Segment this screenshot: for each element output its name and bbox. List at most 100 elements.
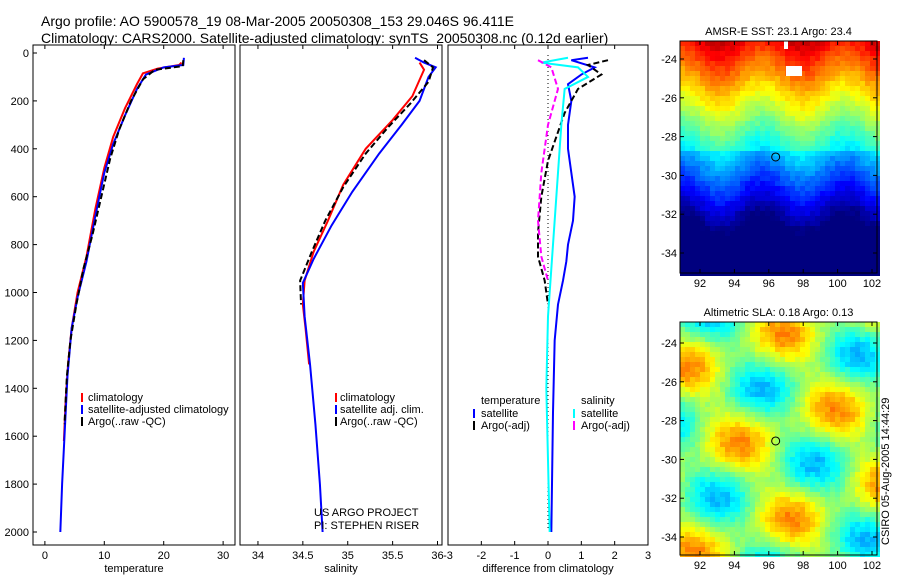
map-cell [720,487,725,492]
map-cell [730,61,735,66]
map-cell [695,517,700,522]
map-cell [710,76,715,81]
map-cell [830,71,835,76]
map-cell [760,51,765,56]
map-cell [770,402,775,407]
map-cell [700,377,705,382]
map-cell [695,131,700,136]
map-cell [860,387,865,392]
map-cell [775,532,780,537]
map-cell [790,241,795,246]
map-cell [855,522,860,527]
map-cell [860,362,865,367]
map-cell [730,171,735,176]
map-cell [860,492,865,497]
legend-swatch [81,393,83,402]
map-cell [745,196,750,201]
map-cell [680,81,685,86]
map-cell [710,497,715,502]
map-cell [780,96,785,101]
map-cell [775,181,780,186]
y-tick-label: 200 [11,96,29,108]
map-cell [865,457,870,462]
map-cell [710,452,715,457]
map-cell [805,226,810,231]
map-cell [765,472,770,477]
map-cell [855,61,860,66]
map-cell [865,422,870,427]
map-cell [745,111,750,116]
map-cell [700,397,705,402]
map-cell [705,171,710,176]
map-cell [840,226,845,231]
map-cell [735,462,740,467]
map-cell [735,512,740,517]
map-cell [835,397,840,402]
map-cell [870,266,875,271]
map-cell [775,116,780,121]
map-cell [700,151,705,156]
map-cell [825,146,830,151]
map-cell [810,86,815,91]
y-tick-label: 1800 [5,479,29,491]
map-cell [775,176,780,181]
map-cell [775,487,780,492]
map-cell [690,136,695,141]
map-cell [770,96,775,101]
map-cell [750,111,755,116]
y-tick-label: 2000 [5,527,29,539]
map-cell [830,251,835,256]
map-cell [785,176,790,181]
map-cell [860,402,865,407]
map-cell [680,387,685,392]
map-cell [740,377,745,382]
map-cell [825,211,830,216]
map-cell [680,141,685,146]
map-cell [825,352,830,357]
map-cell [845,327,850,332]
map-cell [850,51,855,56]
map-cell [755,327,760,332]
map-cell [805,482,810,487]
map-cell [715,397,720,402]
map-cell [780,512,785,517]
map-cell [755,191,760,196]
map-cell [870,206,875,211]
map-cell [725,442,730,447]
map-cell [845,101,850,106]
map-cell [680,236,685,241]
map-cell [800,547,805,552]
map-cell [865,437,870,442]
map-cell [830,512,835,517]
map-cell [845,372,850,377]
map-cell [680,357,685,362]
map-cell [860,487,865,492]
map-cell [730,161,735,166]
map-cell [735,66,740,71]
map-cell [705,497,710,502]
map-cell [810,256,815,261]
map-cell [725,146,730,151]
map-cell [705,392,710,397]
map-cell [810,231,815,236]
map-cell [810,111,815,116]
map-cell [775,432,780,437]
map-cell [705,522,710,527]
map-cell [840,327,845,332]
map-cell [855,367,860,372]
map-cell [850,527,855,532]
map-cell [815,46,820,51]
map-cell [730,347,735,352]
map-cell [740,236,745,241]
map-cell [685,542,690,547]
map-cell [845,442,850,447]
map-cell [745,116,750,121]
map-cell [740,507,745,512]
map-cell [710,477,715,482]
map-cell [770,397,775,402]
map-cell [730,176,735,181]
map-cell [860,422,865,427]
map-cell [785,166,790,171]
map-cell [700,462,705,467]
